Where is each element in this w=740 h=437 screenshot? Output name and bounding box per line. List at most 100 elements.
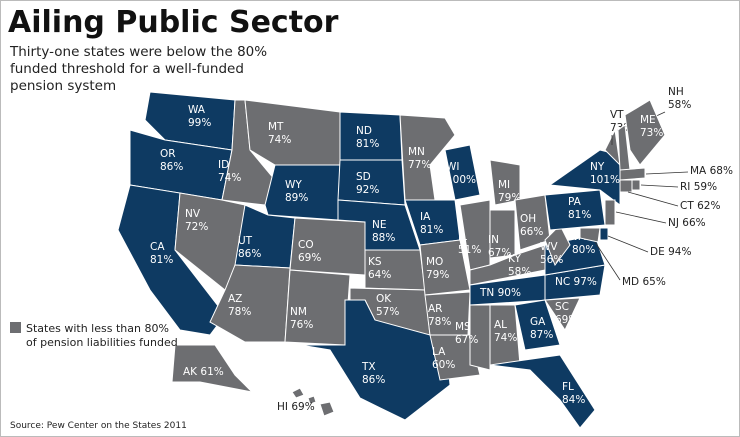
state-abbr: AL [494,319,507,331]
state-label: HI 69% [277,401,315,413]
state-value: 66% [520,226,543,238]
state-abbr: CA [150,241,165,253]
state-label: NC 97% [555,276,597,288]
state-value: 100% [446,174,476,186]
leader-line [640,184,679,188]
legend-text: of pension liabilities funded [26,336,178,349]
state-abbr: WA [188,104,206,116]
state-value: 81% [568,209,591,221]
state-shape [171,344,254,393]
state-value: 86% [160,161,183,173]
state-shape [544,297,581,332]
state-value: 61% [200,366,223,378]
state-abbr: IL [458,231,467,243]
state-value: 58% [508,266,531,278]
state-abbr: MT [268,121,284,133]
state-shape [604,128,621,167]
state-value: 79% [426,269,449,281]
state-value: 58% [668,99,691,111]
state-value: 89% [285,192,308,204]
state-value: 60% [432,359,455,371]
state-value: 65% [643,276,666,288]
state-value: 74% [218,172,241,184]
states: WA99%OR86%CA81%ID74%NV72%MT74%WY89%UT86%… [117,86,733,429]
state-abbr: IA [420,211,431,223]
state-value: 86% [238,248,261,260]
state-value: 80% [572,244,595,256]
state-label: MD 65% [622,276,666,288]
state-value: 74% [268,134,291,146]
state-abbr: NV [185,208,201,220]
state-value: 76% [290,319,313,331]
state-shape [579,227,601,243]
state-value: 81% [420,224,443,236]
state-abbr: IN [488,234,499,246]
state-shape [337,159,406,206]
state-abbr: MD [622,276,639,288]
state-abbr: AK [183,366,198,378]
state-shape [599,227,609,241]
state-shape [299,299,451,421]
state-abbr: VT [610,109,624,121]
state-abbr: AZ [228,293,242,305]
state-abbr: CT [680,200,694,212]
state-shape [604,199,616,226]
state-value: 69% [555,314,578,326]
state-shape [624,99,666,166]
leader-line [615,211,667,224]
legend-text: States with less than 80% [26,322,169,335]
state-abbr: MS [455,321,471,333]
state-label: AK 61% [183,366,224,378]
state-abbr: KS [368,256,382,268]
state-shape [444,144,481,201]
state-abbr: NJ [668,217,679,229]
state-shape [469,304,491,371]
state-abbr: TX [361,361,376,373]
state-abbr: OK [376,293,392,305]
state-value: 87% [530,329,553,341]
state-shape [631,179,641,191]
state-value: 66% [682,217,705,229]
state-label: DE 94% [650,246,691,258]
state-shape [489,354,596,429]
state-value: 78% [428,316,451,328]
state-abbr: ND [356,125,372,137]
state-label: TN 90% [479,287,521,299]
state-abbr: MO [426,256,443,268]
state-shape [619,167,646,181]
source: Source: Pew Center on the States 2011 [10,421,187,431]
state-value: 101% [590,174,620,186]
state-shape [429,334,481,381]
state-abbr: RI [680,181,690,193]
leader-line [645,171,689,175]
state-value: 56% [540,254,563,266]
state-value: 81% [150,254,173,266]
subtitle: Thirty-one states were below the 80% [9,44,267,60]
state-abbr: PA [568,196,582,208]
state-abbr: NM [290,306,307,318]
state-abbr: SC [555,301,569,313]
state-value: 72% [185,221,208,233]
state-label: MA 68% [690,165,733,177]
state-value: 84% [562,394,585,406]
state-abbr: NC [555,276,570,288]
state-value: 86% [362,374,385,386]
state-value: 81% [356,138,379,150]
subtitle: funded threshold for a well-funded [10,61,244,77]
state-label: CT 62% [680,200,720,212]
state-abbr: TN [479,287,494,299]
state-shape [291,387,335,417]
state-value: 77% [408,159,431,171]
state-value: 64% [368,269,391,281]
state-value: 69% [298,252,321,264]
state-abbr: NH [668,86,684,98]
state-value: 74% [494,332,517,344]
state-value: 99% [188,117,211,129]
state-abbr: LA [432,346,446,358]
state-value: 78% [228,306,251,318]
state-value: 57% [376,306,399,318]
state-abbr: SD [356,171,371,183]
leader-line [627,191,679,207]
state-label: NJ 66% [668,217,706,229]
